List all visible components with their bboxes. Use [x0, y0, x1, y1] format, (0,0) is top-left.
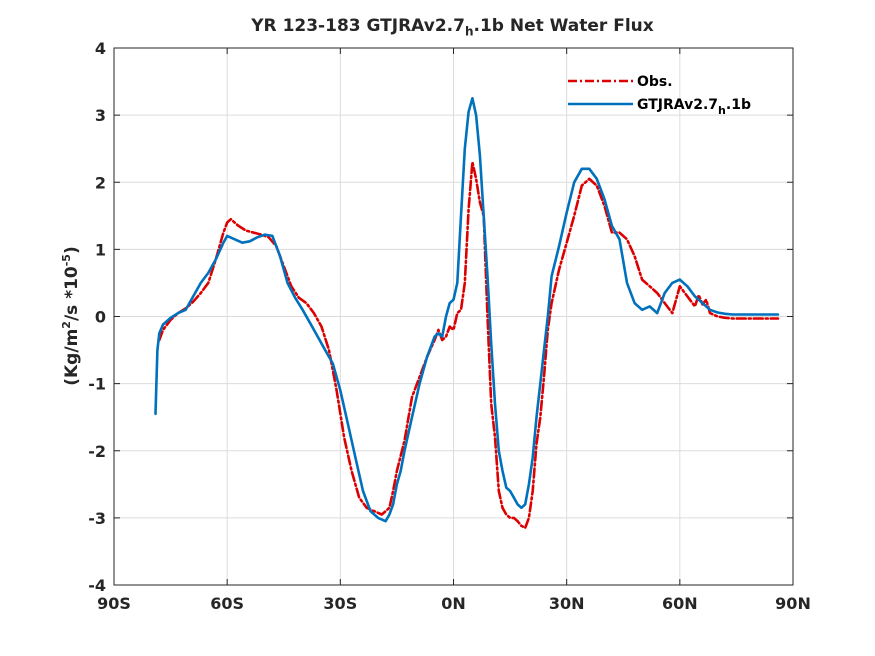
gridlines: [114, 48, 793, 585]
chart-title: YR 123-183 GTJRAv2.7h.1b Net Water Flux: [0, 16, 875, 38]
x-tick-label: 60N: [662, 594, 698, 613]
chart-title-subscript: h: [464, 24, 474, 39]
y-tick-label: -3: [88, 509, 106, 528]
y-tick-label: 1: [95, 240, 106, 259]
chart-title-prefix: YR 123-183 GTJRAv2.7: [251, 16, 465, 36]
x-tick-label: 60S: [210, 594, 244, 613]
y-tick-label: -2: [88, 442, 106, 461]
series-line-obs: [158, 160, 780, 530]
legend-label-model: GTJRAv2.7h.1b: [637, 97, 751, 117]
y-tick-label: 4: [95, 39, 106, 58]
x-tick-label: 30S: [323, 594, 357, 613]
y-tick-label: 3: [95, 106, 106, 125]
y-tick-label: -4: [88, 576, 106, 595]
y-tick-label: 0: [95, 308, 106, 327]
ticks-layer: 90S 60S 30S 0N 30N 60N 90N -4 -3 -2 -1 0 1 2 3 4: [88, 39, 811, 613]
y-tick-label: -1: [88, 375, 106, 394]
x-tick-label: 90N: [775, 594, 811, 613]
chart-title-suffix: .1b Net Water Flux: [473, 16, 654, 36]
series-line-model: [154, 97, 780, 523]
y-tick-label: 2: [95, 173, 106, 192]
x-tick-label: 30N: [549, 594, 585, 613]
legend: Obs. GTJRAv2.7h.1b: [568, 74, 751, 117]
legend-label-obs: Obs.: [637, 74, 673, 90]
series-layer: [154, 97, 780, 530]
x-tick-label: 0N: [441, 594, 466, 613]
x-tick-label: 90S: [97, 594, 131, 613]
